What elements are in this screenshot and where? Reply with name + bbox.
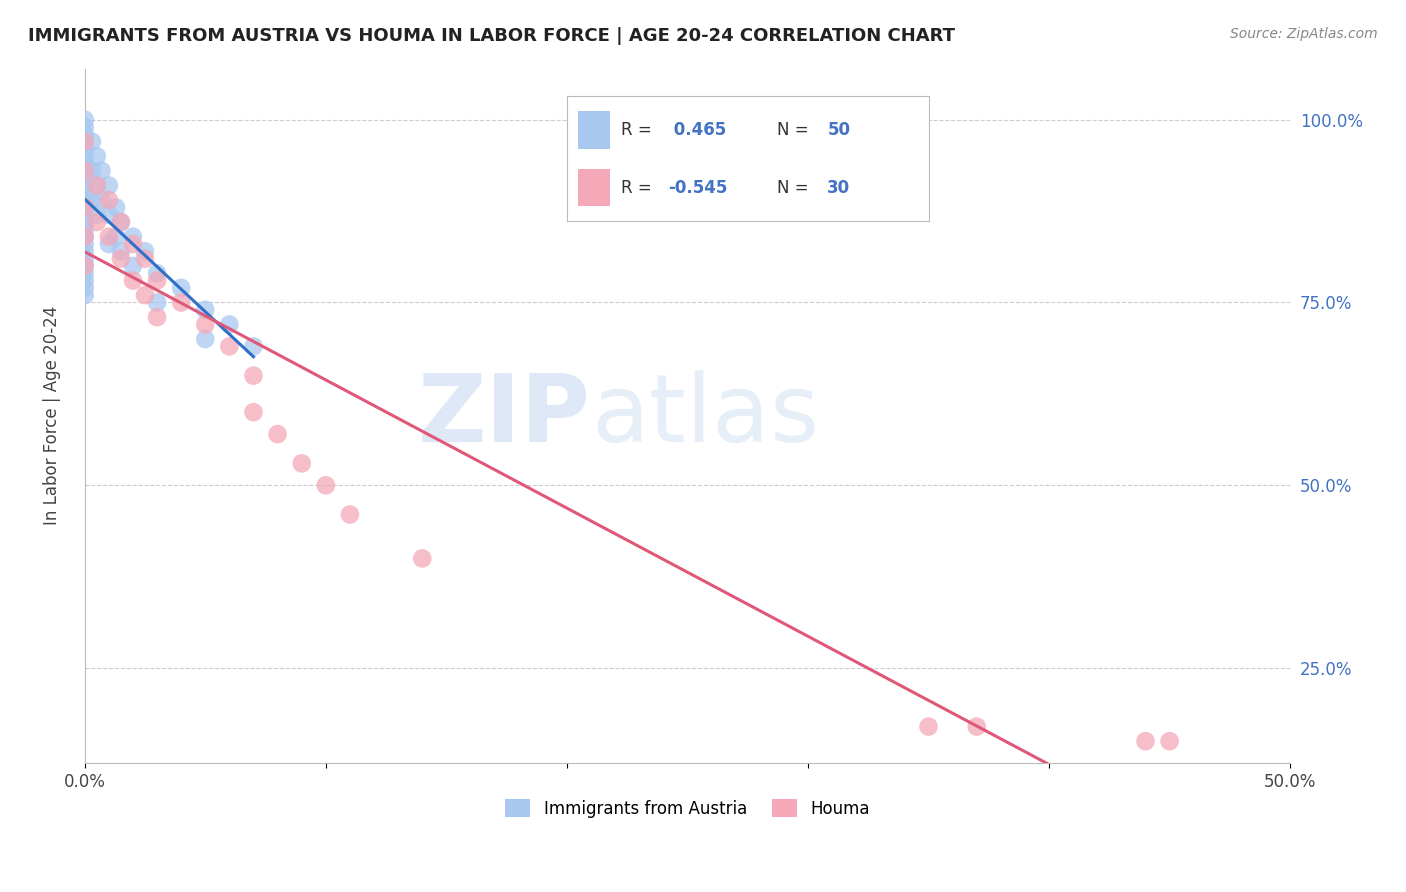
Point (73, 222, 96, 236)
Point (86, 215, 108, 229)
Point (97, 237, 120, 252)
Point (105, 201, 128, 215)
Point (73, 244, 96, 259)
Point (73, 281, 96, 295)
Point (1135, 734, 1157, 748)
Point (146, 274, 169, 288)
Point (411, 551, 433, 566)
Point (73, 201, 96, 215)
Point (110, 244, 132, 259)
Point (80, 135, 103, 149)
Point (73, 120, 96, 134)
Point (242, 339, 264, 353)
Point (86, 178, 108, 193)
Point (73, 135, 96, 149)
Point (73, 237, 96, 252)
Point (86, 208, 108, 222)
Point (73, 208, 96, 222)
Point (242, 368, 264, 383)
Point (73, 164, 96, 178)
Point (122, 259, 145, 273)
Point (97, 208, 120, 222)
Point (134, 288, 156, 302)
Point (73, 156, 96, 170)
Point (73, 112, 96, 127)
Point (73, 164, 96, 178)
Point (242, 405, 264, 419)
Point (146, 266, 169, 280)
Point (80, 193, 103, 207)
Point (90, 193, 112, 207)
Point (291, 456, 314, 470)
Point (73, 171, 96, 186)
Point (73, 229, 96, 244)
Point (170, 295, 193, 310)
Point (86, 149, 108, 163)
Point (218, 318, 240, 332)
Point (97, 193, 120, 207)
Point (1159, 734, 1181, 748)
Y-axis label: In Labor Force | Age 20-24: In Labor Force | Age 20-24 (44, 306, 60, 525)
Point (194, 302, 217, 317)
Point (105, 229, 128, 244)
Text: ZIP: ZIP (418, 370, 591, 462)
Point (917, 720, 939, 734)
Point (73, 201, 96, 215)
Point (73, 229, 96, 244)
Point (122, 237, 145, 252)
Point (90, 164, 112, 178)
Point (73, 135, 96, 149)
Point (315, 478, 337, 492)
Point (194, 332, 217, 346)
Point (266, 427, 288, 442)
Point (170, 281, 193, 295)
Text: IMMIGRANTS FROM AUSTRIA VS HOUMA IN LABOR FORCE | AGE 20-24 CORRELATION CHART: IMMIGRANTS FROM AUSTRIA VS HOUMA IN LABO… (28, 27, 955, 45)
Point (218, 339, 240, 353)
Text: atlas: atlas (591, 370, 820, 462)
Point (110, 215, 132, 229)
Point (73, 274, 96, 288)
Point (97, 229, 120, 244)
Point (73, 259, 96, 273)
Point (73, 149, 96, 163)
Point (73, 259, 96, 273)
Point (73, 252, 96, 266)
Point (73, 128, 96, 142)
Point (134, 252, 156, 266)
Legend: Immigrants from Austria, Houma: Immigrants from Austria, Houma (499, 793, 876, 824)
Point (80, 164, 103, 178)
Point (73, 288, 96, 302)
Point (146, 295, 169, 310)
Point (122, 274, 145, 288)
Point (110, 215, 132, 229)
Point (339, 508, 361, 522)
Point (73, 186, 96, 200)
Point (194, 318, 217, 332)
Point (146, 310, 169, 325)
Point (110, 252, 132, 266)
Point (86, 178, 108, 193)
Point (73, 193, 96, 207)
Point (966, 720, 988, 734)
Point (73, 178, 96, 193)
Point (134, 244, 156, 259)
Text: Source: ZipAtlas.com: Source: ZipAtlas.com (1230, 27, 1378, 41)
Point (73, 142, 96, 156)
Point (73, 215, 96, 229)
Point (73, 266, 96, 280)
Point (97, 178, 120, 193)
Point (122, 229, 145, 244)
